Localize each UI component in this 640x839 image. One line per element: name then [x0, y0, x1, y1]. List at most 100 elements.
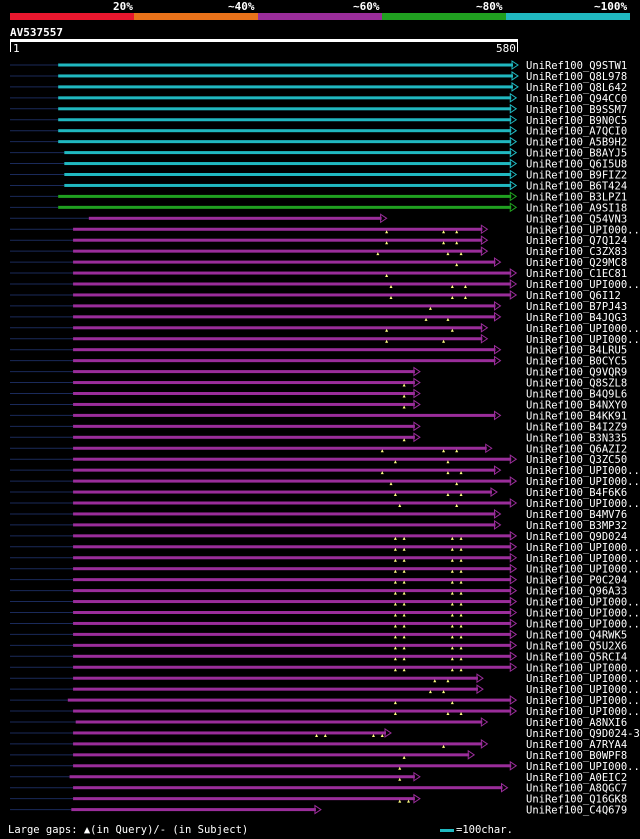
hit-label[interactable]: UniRef100_UPI000..	[526, 564, 640, 576]
hit-alignment-bar[interactable]	[73, 435, 415, 439]
hit-row[interactable]: UniRef100_A9SI18	[10, 202, 627, 214]
hit-label[interactable]: UniRef100_UPI000..	[526, 761, 640, 773]
hit-alignment-bar[interactable]	[73, 676, 478, 680]
hit-alignment-bar[interactable]	[73, 381, 415, 385]
hit-row[interactable]: UniRef100_Q8L978	[10, 71, 627, 83]
hit-label[interactable]: UniRef100_UPI000..	[526, 695, 640, 707]
hit-row[interactable]: UniRef100_Q96A33	[10, 586, 627, 598]
hit-alignment-bar[interactable]	[73, 545, 512, 549]
hit-alignment-bar[interactable]	[73, 687, 478, 691]
hit-row[interactable]: UniRef100_P0C204	[10, 575, 627, 587]
hit-label[interactable]: UniRef100_UPI000..	[526, 553, 640, 565]
hit-label[interactable]: UniRef100_Q5U2X6	[526, 640, 627, 652]
hit-row[interactable]: UniRef100_Q9VQR9	[10, 367, 627, 379]
hit-row[interactable]: UniRef100_A5B9H2	[10, 137, 627, 149]
hit-label[interactable]: UniRef100_B3MP32	[526, 520, 627, 532]
hit-label[interactable]: UniRef100_Q7Q124	[526, 235, 627, 247]
hit-alignment-bar[interactable]	[73, 370, 415, 374]
hit-label[interactable]: UniRef100_Q96A33	[526, 586, 627, 598]
hit-row[interactable]: UniRef100_B9N0C5	[10, 115, 627, 127]
hit-alignment-bar[interactable]	[73, 632, 512, 636]
hit-alignment-bar[interactable]	[58, 63, 513, 67]
hit-row[interactable]: UniRef100_B3N335	[10, 432, 627, 444]
hit-label[interactable]: UniRef100_Q8L642	[526, 82, 627, 94]
hit-label[interactable]: UniRef100_B9SSM7	[526, 104, 627, 116]
hit-label[interactable]: UniRef100_B4F6K6	[526, 487, 627, 499]
hit-row[interactable]: UniRef100_UPI000..	[10, 498, 640, 510]
hit-row[interactable]: UniRef100_Q9STW1	[10, 60, 627, 72]
hit-row[interactable]: UniRef100_UPI000..	[10, 334, 640, 346]
hit-label[interactable]: UniRef100_A7QCI0	[526, 126, 627, 138]
hit-label[interactable]: UniRef100_Q6AZI2	[526, 443, 627, 455]
hit-label[interactable]: UniRef100_UPI000..	[526, 618, 640, 630]
hit-label[interactable]: UniRef100_Q9D024-3	[526, 728, 640, 740]
hit-row[interactable]: UniRef100_Q5RCI4	[10, 651, 627, 663]
hit-row[interactable]: UniRef100_UPI000..	[10, 597, 640, 609]
hit-label[interactable]: UniRef100_C1EC81	[526, 268, 627, 280]
hit-row[interactable]: UniRef100_B7PJ43	[10, 301, 627, 313]
hit-alignment-bar[interactable]	[73, 600, 512, 604]
hit-alignment-bar[interactable]	[73, 315, 496, 319]
hit-row[interactable]: UniRef100_B4MV76	[10, 509, 627, 521]
hit-label[interactable]: UniRef100_Q94CC0	[526, 93, 627, 105]
hit-row[interactable]: UniRef100_A0EIC2	[10, 772, 627, 784]
hit-label[interactable]: UniRef100_UPI000..	[526, 597, 640, 609]
hit-row[interactable]: UniRef100_UPI000..	[10, 476, 640, 488]
hit-alignment-bar[interactable]	[73, 654, 512, 658]
hit-label[interactable]: UniRef100_A0EIC2	[526, 772, 627, 784]
hit-alignment-bar[interactable]	[88, 216, 382, 220]
hit-alignment-bar[interactable]	[73, 238, 483, 242]
hit-row[interactable]: UniRef100_B4NXY0	[10, 399, 627, 411]
hit-row[interactable]: UniRef100_A7RYA4	[10, 739, 627, 751]
hit-alignment-bar[interactable]	[58, 85, 513, 89]
hit-label[interactable]: UniRef100_Q9STW1	[526, 60, 627, 72]
hit-row[interactable]: UniRef100_B4LRU5	[10, 345, 627, 357]
hit-label[interactable]: UniRef100_B9FIZ2	[526, 170, 627, 182]
hit-label[interactable]: UniRef100_UPI000..	[526, 542, 640, 554]
hit-row[interactable]: UniRef100_Q16GK8	[10, 794, 627, 806]
hit-label[interactable]: UniRef100_Q8SZL8	[526, 378, 627, 390]
hit-label[interactable]: UniRef100_B4Q9L6	[526, 389, 627, 401]
hit-alignment-bar[interactable]	[73, 665, 512, 669]
hit-row[interactable]: UniRef100_UPI000..	[10, 684, 640, 696]
hit-row[interactable]: UniRef100_C4Q679	[10, 805, 627, 817]
hit-label[interactable]: UniRef100_B3N335	[526, 432, 627, 444]
hit-alignment-bar[interactable]	[73, 786, 503, 790]
hit-alignment-bar[interactable]	[73, 490, 492, 494]
hit-row[interactable]: UniRef100_B0CYC5	[10, 356, 627, 368]
hit-label[interactable]: UniRef100_A7RYA4	[526, 739, 627, 751]
hit-row[interactable]: UniRef100_UPI000..	[10, 279, 640, 291]
hit-alignment-bar[interactable]	[64, 173, 512, 176]
hit-alignment-bar[interactable]	[73, 534, 512, 538]
hit-label[interactable]: UniRef100_B4LRU5	[526, 345, 627, 357]
hit-row[interactable]: UniRef100_Q6I5U8	[10, 159, 627, 171]
hit-row[interactable]: UniRef100_B9SSM7	[10, 104, 627, 116]
hit-row[interactable]: UniRef100_UPI000..	[10, 553, 640, 565]
hit-alignment-bar[interactable]	[73, 249, 483, 253]
hit-row[interactable]: UniRef100_A8NXI6	[10, 717, 627, 729]
hit-row[interactable]: UniRef100_Q29MC8	[10, 257, 627, 269]
hit-row[interactable]: UniRef100_Q6AZI2	[10, 443, 627, 455]
hit-row[interactable]: UniRef100_C3ZX83	[10, 246, 627, 258]
hit-alignment-bar[interactable]	[73, 764, 512, 768]
hit-label[interactable]: UniRef100_Q16GK8	[526, 794, 627, 806]
hit-label[interactable]: UniRef100_C4Q679	[526, 805, 627, 817]
hit-label[interactable]: UniRef100_B4I2Z9	[526, 421, 627, 433]
hit-row[interactable]: UniRef100_UPI000..	[10, 618, 640, 630]
hit-label[interactable]: UniRef100_UPI000..	[526, 706, 640, 718]
hit-row[interactable]: UniRef100_Q8SZL8	[10, 378, 627, 390]
hit-alignment-bar[interactable]	[58, 205, 512, 209]
hit-row[interactable]: UniRef100_B4KK91	[10, 410, 627, 422]
hit-label[interactable]: UniRef100_Q9D024	[526, 531, 627, 543]
hit-row[interactable]: UniRef100_B9FIZ2	[10, 170, 627, 182]
hit-row[interactable]: UniRef100_Q8L642	[10, 82, 627, 94]
hit-label[interactable]: UniRef100_Q4RWK5	[526, 629, 627, 641]
hit-label[interactable]: UniRef100_UPI000..	[526, 334, 640, 346]
hit-label[interactable]: UniRef100_B4JQG3	[526, 312, 627, 324]
hit-label[interactable]: UniRef100_UPI000..	[526, 465, 640, 477]
hit-label[interactable]: UniRef100_UPI000..	[526, 673, 640, 685]
hit-alignment-bar[interactable]	[73, 293, 512, 297]
hit-alignment-bar[interactable]	[73, 523, 496, 527]
hit-alignment-bar[interactable]	[58, 129, 512, 133]
hit-label[interactable]: UniRef100_A8NXI6	[526, 717, 627, 729]
